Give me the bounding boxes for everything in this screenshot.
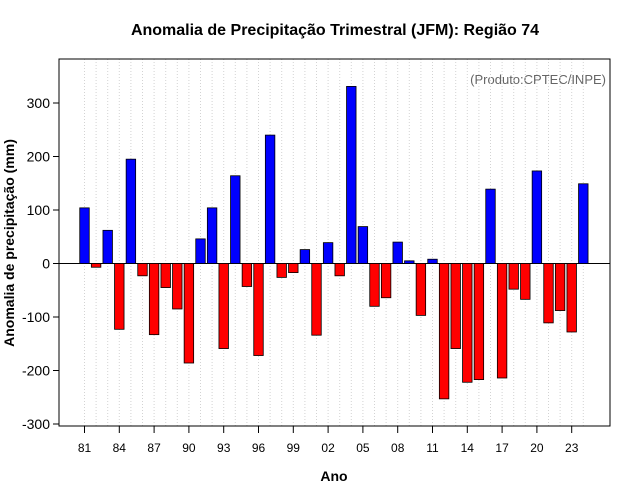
y-tick-label: -200 — [22, 363, 50, 379]
x-tick-label: 96 — [252, 441, 266, 455]
bar-1981 — [79, 207, 90, 264]
bar-2018 — [508, 263, 519, 290]
x-tick-label: 90 — [182, 441, 196, 455]
x-tick-label: 08 — [391, 441, 405, 455]
bar-1982 — [90, 263, 102, 268]
bar-1999 — [288, 263, 299, 273]
bar-2000 — [299, 249, 311, 264]
bar-2015 — [473, 263, 485, 380]
bar-1997 — [264, 134, 276, 264]
y-tick-label: 100 — [27, 202, 51, 218]
bar-2020 — [531, 170, 543, 264]
bar-2024 — [578, 183, 589, 264]
bar-1993 — [218, 263, 229, 349]
x-tick-label: 17 — [495, 441, 509, 455]
bar-2019 — [520, 263, 531, 300]
y-tick-label: -300 — [22, 416, 50, 432]
x-tick-label: 23 — [565, 441, 579, 455]
bar-1992 — [206, 207, 218, 264]
bar-1998 — [276, 263, 287, 278]
bar-2023 — [566, 263, 577, 333]
bar-1987 — [148, 263, 160, 336]
x-tick-label: 84 — [113, 441, 127, 455]
bar-2016 — [485, 188, 496, 264]
x-tick-label: 87 — [147, 441, 161, 455]
bar-2005 — [357, 226, 369, 264]
bar-2012 — [438, 263, 450, 400]
bar-1985 — [125, 158, 137, 264]
y-tick-label: 0 — [42, 256, 50, 272]
bars — [79, 86, 589, 400]
bar-1986 — [137, 263, 148, 277]
bar-1994 — [230, 175, 241, 264]
x-tick-label: 11 — [426, 441, 439, 455]
bar-2014 — [462, 263, 473, 383]
bar-1984 — [114, 263, 125, 330]
bar-1991 — [195, 238, 206, 264]
bar-2002 — [322, 242, 334, 264]
grid-lines — [84, 59, 584, 426]
bar-1995 — [241, 263, 253, 287]
bar-1988 — [160, 263, 171, 288]
y-tick-label: 300 — [27, 95, 51, 111]
bar-2022 — [554, 263, 566, 311]
x-tick-label: 99 — [287, 441, 301, 455]
bar-1990 — [183, 263, 195, 364]
bar-1989 — [172, 263, 183, 310]
bar-2004 — [346, 86, 357, 264]
bar-2007 — [380, 263, 392, 299]
x-tick-label: 05 — [356, 441, 370, 455]
y-axis-label: Anomalia de precipitação (mm) — [1, 139, 17, 347]
bar-2010 — [415, 263, 427, 316]
x-tick-label: 14 — [461, 441, 475, 455]
bar-2017 — [496, 263, 508, 379]
x-tick-label: 93 — [217, 441, 231, 455]
x-axis-label: Ano — [320, 468, 347, 484]
bar-2021 — [543, 263, 554, 324]
bar-2003 — [334, 263, 345, 277]
y-tick-label: 200 — [27, 149, 51, 165]
chart-title: Anomalia de Precipitação Trimestral (JFM… — [131, 22, 539, 39]
bar-2006 — [369, 263, 380, 307]
plot-frame — [58, 58, 611, 427]
y-tick-label: -100 — [22, 309, 50, 325]
x-tick-label: 20 — [530, 441, 544, 455]
bar-1996 — [253, 263, 264, 356]
x-tick-label: 81 — [78, 441, 92, 455]
bar-2008 — [392, 241, 403, 264]
bar-2001 — [311, 263, 322, 336]
bar-2013 — [450, 263, 461, 349]
bar-2009 — [404, 260, 415, 264]
bar-1983 — [102, 229, 113, 264]
axes: -300 -200 -100 0 100 200 300 81 84 87 90 93 96 99 02 05… — [22, 95, 579, 455]
bar-2011 — [427, 258, 438, 264]
x-tick-label: 02 — [321, 441, 335, 455]
